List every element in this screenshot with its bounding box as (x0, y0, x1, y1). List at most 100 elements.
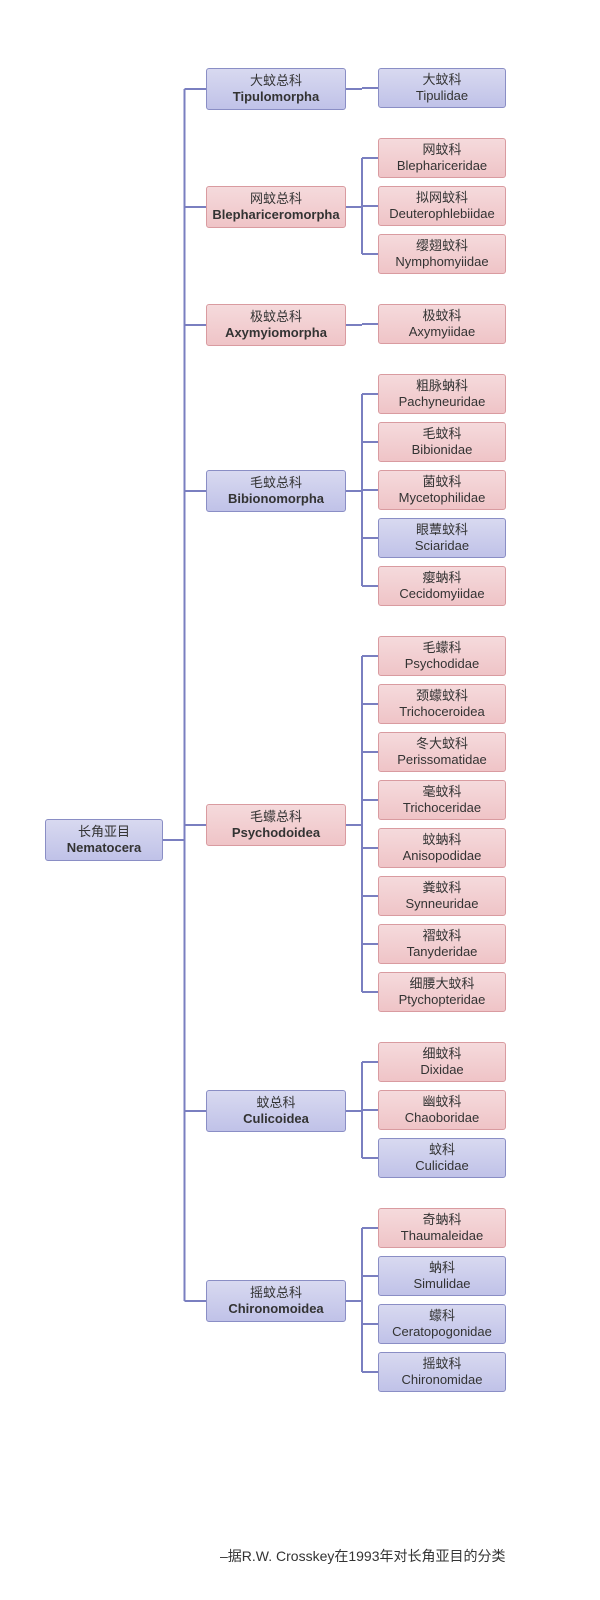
label-en: Perissomatidae (397, 752, 487, 768)
label-cn: 极蚊总科 (250, 309, 302, 325)
family-blephar-1: 拟网蚊科Deuterophlebiidae (378, 186, 506, 226)
family-culic-1: 幽蚊科Chaoboridae (378, 1090, 506, 1130)
label-en: Nymphomyiidae (395, 254, 488, 270)
label-en: Trichoceridae (403, 800, 481, 816)
superfamily-tipulo: 大蚊总科Tipulomorpha (206, 68, 346, 110)
label-cn: 极蚊科 (422, 308, 461, 324)
label-cn: 摇蚊总科 (250, 1285, 302, 1301)
label-cn: 毛蚊科 (422, 426, 461, 442)
family-chiro-2: 蠓科Ceratopogonidae (378, 1304, 506, 1344)
family-bibio-2: 菌蚊科Mycetophilidae (378, 470, 506, 510)
family-bibio-0: 粗脉蚋科Pachyneuridae (378, 374, 506, 414)
label-cn: 粪蚊科 (422, 880, 461, 896)
family-bibio-4: 瘿蚋科Cecidomyiidae (378, 566, 506, 606)
label-en: Chaoboridae (405, 1110, 479, 1126)
family-tipulo-0: 大蚊科Tipulidae (378, 68, 506, 108)
label-en: Anisopodidae (403, 848, 482, 864)
family-psycho-6: 褶蚊科Tanyderidae (378, 924, 506, 964)
label-cn: 摇蚊科 (422, 1356, 461, 1372)
label-en: Deuterophlebiidae (389, 206, 495, 222)
label-en: Ptychopteridae (399, 992, 486, 1008)
taxonomy-tree: 长角亚目Nematocera 大蚊总科Tipulomorpha 大蚊科Tipulid… (0, 0, 600, 1600)
label-en: Pachyneuridae (399, 394, 486, 410)
label-en: Synneuridae (406, 896, 479, 912)
label-en: Culicidae (415, 1158, 468, 1174)
connector-lines (0, 0, 600, 1600)
family-psycho-3: 毫蚊科Trichoceridae (378, 780, 506, 820)
superfamily-culic: 蚊总科Culicoidea (206, 1090, 346, 1132)
family-chiro-0: 奇蚋科Thaumaleidae (378, 1208, 506, 1248)
label-cn: 幽蚊科 (422, 1094, 461, 1110)
label-en: Trichoceroidea (399, 704, 485, 720)
label-cn: 毛蠓科 (422, 640, 461, 656)
family-psycho-5: 粪蚊科Synneuridae (378, 876, 506, 916)
family-bibio-3: 眼蕈蚊科Sciaridae (378, 518, 506, 558)
label-cn: 褶蚊科 (422, 928, 461, 944)
label-en: Bibionomorpha (228, 491, 324, 507)
label-en: Chironomidae (402, 1372, 483, 1388)
label-en: Tipulidae (416, 88, 468, 104)
label-cn: 拟网蚊科 (416, 190, 468, 206)
label-cn: 瘿蚋科 (422, 570, 461, 586)
superfamily-bibio: 毛蚊总科Bibionomorpha (206, 470, 346, 512)
label-cn: 网蚊总科 (250, 191, 302, 207)
label-cn: 眼蕈蚊科 (416, 522, 468, 538)
label-en: Blephariceridae (397, 158, 487, 174)
family-psycho-0: 毛蠓科Psychodidae (378, 636, 506, 676)
label-cn: 冬大蚊科 (416, 736, 468, 752)
root-node: 长角亚目Nematocera (45, 819, 163, 861)
label-cn: 奇蚋科 (422, 1212, 461, 1228)
label-en: Cecidomyiidae (399, 586, 484, 602)
family-blephar-2: 缨翅蚊科Nymphomyiidae (378, 234, 506, 274)
label-cn: 菌蚊科 (422, 474, 461, 490)
label-en: Simulidae (413, 1276, 470, 1292)
label-cn: 细腰大蚊科 (409, 976, 474, 992)
label-en: Culicoidea (243, 1111, 309, 1127)
label-cn: 缨翅蚊科 (416, 238, 468, 254)
label-en: Thaumaleidae (401, 1228, 483, 1244)
caption: –据R.W. Crosskey在1993年对长角亚目的分类 (220, 1546, 506, 1566)
label-cn: 蚊总科 (256, 1095, 295, 1111)
label-cn: 细蚊科 (422, 1046, 461, 1062)
label-en: Axymyiomorpha (225, 325, 327, 341)
label-cn: 大蚊总科 (250, 73, 302, 89)
superfamily-chiro: 摇蚊总科Chironomoidea (206, 1280, 346, 1322)
superfamily-blephar: 网蚊总科Blephariceromorpha (206, 186, 346, 228)
label-en: Nematocera (67, 840, 141, 856)
label-cn: 毫蚊科 (422, 784, 461, 800)
family-psycho-1: 颈蠓蚊科Trichoceroidea (378, 684, 506, 724)
family-blephar-0: 网蚊科Blephariceridae (378, 138, 506, 178)
label-cn: 网蚊科 (422, 142, 461, 158)
family-axy-0: 极蚊科Axymyiidae (378, 304, 506, 344)
label-cn: 粗脉蚋科 (416, 378, 468, 394)
family-chiro-3: 摇蚊科Chironomidae (378, 1352, 506, 1392)
label-en: Axymyiidae (409, 324, 475, 340)
label-cn: 蚊科 (429, 1142, 455, 1158)
label-cn: 毛蚊总科 (250, 475, 302, 491)
label-cn: 长角亚目 (78, 824, 130, 840)
family-bibio-1: 毛蚊科Bibionidae (378, 422, 506, 462)
label-en: Chironomoidea (228, 1301, 323, 1317)
label-cn: 蚊蚋科 (422, 832, 461, 848)
label-en: Ceratopogonidae (392, 1324, 492, 1340)
label-en: Mycetophilidae (399, 490, 486, 506)
label-cn: 大蚊科 (422, 72, 461, 88)
family-psycho-7: 细腰大蚊科Ptychopteridae (378, 972, 506, 1012)
label-cn: 蠓科 (429, 1308, 455, 1324)
label-cn: 颈蠓蚊科 (416, 688, 468, 704)
label-en: Psychodoidea (232, 825, 320, 841)
superfamily-axy: 极蚊总科Axymyiomorpha (206, 304, 346, 346)
label-en: Tanyderidae (407, 944, 478, 960)
label-cn: 毛蠓总科 (250, 809, 302, 825)
family-psycho-2: 冬大蚊科Perissomatidae (378, 732, 506, 772)
label-en: Sciaridae (415, 538, 469, 554)
label-en: Psychodidae (405, 656, 479, 672)
label-en: Blephariceromorpha (212, 207, 339, 223)
label-en: Bibionidae (412, 442, 473, 458)
family-culic-2: 蚊科Culicidae (378, 1138, 506, 1178)
family-culic-0: 细蚊科Dixidae (378, 1042, 506, 1082)
family-chiro-1: 蚋科Simulidae (378, 1256, 506, 1296)
superfamily-psycho: 毛蠓总科Psychodoidea (206, 804, 346, 846)
label-en: Tipulomorpha (233, 89, 319, 105)
family-psycho-4: 蚊蚋科Anisopodidae (378, 828, 506, 868)
